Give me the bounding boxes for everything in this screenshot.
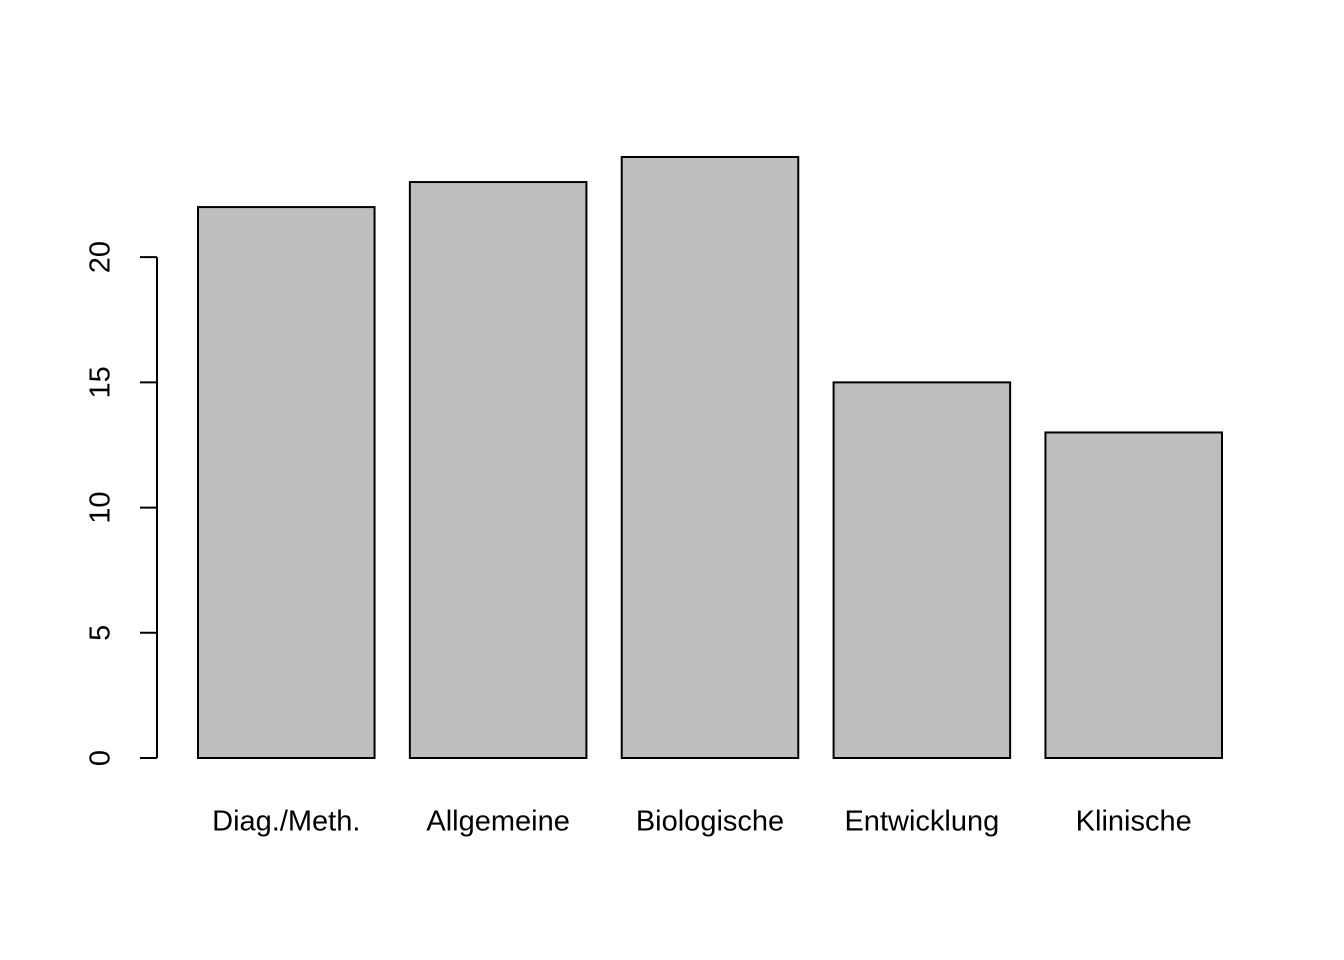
bar [832, 381, 1012, 759]
y-tick-label: 0 [85, 750, 117, 766]
bar [620, 156, 800, 759]
x-tick-label: Entwicklung [844, 806, 999, 838]
x-tick-label: Allgemeine [426, 806, 569, 838]
bar [408, 181, 588, 759]
x-tick-label: Diag./Meth. [212, 806, 360, 838]
x-tick-label: Klinische [1076, 806, 1192, 838]
bar [197, 206, 376, 760]
y-tick-label: 15 [85, 366, 117, 398]
y-tick-label: 20 [85, 241, 117, 273]
x-tick-label: Biologische [636, 806, 784, 838]
bar [1044, 431, 1223, 759]
y-tick-label: 5 [85, 625, 117, 641]
y-tick-label: 10 [85, 491, 117, 523]
